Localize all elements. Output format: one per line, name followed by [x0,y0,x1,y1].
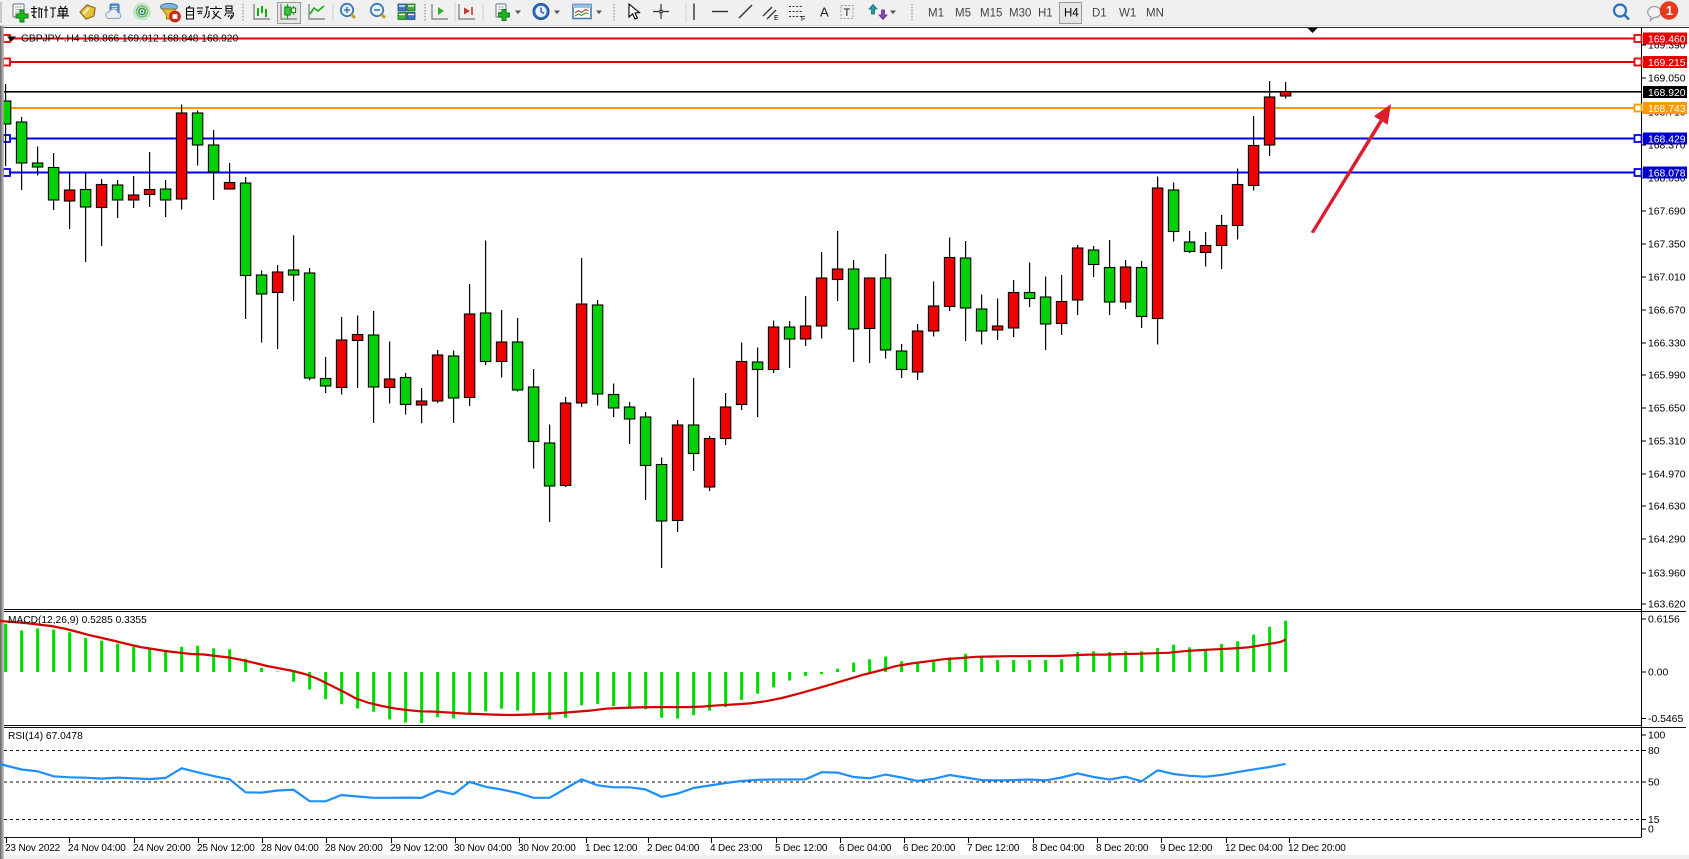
svg-text:6 Dec 20:00: 6 Dec 20:00 [903,843,956,854]
svg-text:164.630: 164.630 [1648,502,1686,513]
svg-text:12 Dec 04:00: 12 Dec 04:00 [1225,843,1283,854]
svg-text:8 Dec 04:00: 8 Dec 04:00 [1032,843,1085,854]
svg-text:MN: MN [1146,8,1164,20]
svg-text:4 Dec 23:00: 4 Dec 23:00 [710,843,763,854]
svg-text:7 Dec 12:00: 7 Dec 12:00 [967,843,1020,854]
svg-text:30 Nov 20:00: 30 Nov 20:00 [518,843,576,854]
svg-text:165.310: 165.310 [1648,437,1686,448]
svg-text:168.078: 168.078 [1648,168,1686,179]
svg-text:167.690: 167.690 [1648,207,1686,218]
svg-text:0.00: 0.00 [1648,668,1668,679]
svg-text:168.429: 168.429 [1648,134,1686,145]
svg-text:167.010: 167.010 [1648,273,1686,284]
svg-text:F: F [801,16,805,23]
svg-text:M5: M5 [955,8,971,20]
svg-text:MACD(12,26,9) 0.5285 0.3355: MACD(12,26,9) 0.5285 0.3355 [8,615,147,626]
svg-text:164.970: 164.970 [1648,470,1686,481]
svg-text:165.990: 165.990 [1648,371,1686,382]
svg-text:H4: H4 [1064,8,1079,20]
svg-text:80: 80 [1648,746,1660,757]
svg-text:E: E [774,15,779,22]
svg-text:169.215: 169.215 [1648,58,1686,69]
svg-text:100: 100 [1648,731,1666,742]
svg-text:M1: M1 [928,8,944,20]
svg-text:30 Nov 04:00: 30 Nov 04:00 [454,843,512,854]
svg-text:165.650: 165.650 [1648,404,1686,415]
svg-text:2 Dec 04:00: 2 Dec 04:00 [647,843,700,854]
svg-text:168.743: 168.743 [1648,104,1686,115]
svg-text:169.050: 169.050 [1648,74,1686,85]
svg-text:5 Dec 12:00: 5 Dec 12:00 [775,843,828,854]
svg-text:A: A [820,5,829,20]
svg-text:H1: H1 [1038,8,1053,20]
svg-text:M15: M15 [980,8,1002,20]
svg-text:0: 0 [1648,825,1654,836]
svg-text:28 Nov 04:00: 28 Nov 04:00 [261,843,319,854]
svg-text:GBPJPY-.H4 168.866 169.012 16: GBPJPY-.H4 168.866 169.012 168.848 168.9… [21,34,238,45]
svg-text:8 Dec 20:00: 8 Dec 20:00 [1096,843,1149,854]
svg-text:29 Nov 12:00: 29 Nov 12:00 [390,843,448,854]
svg-text:T: T [844,7,851,19]
svg-text:28 Nov 20:00: 28 Nov 20:00 [325,843,383,854]
svg-text:168.920: 168.920 [1648,88,1686,99]
svg-text:25 Nov 12:00: 25 Nov 12:00 [197,843,255,854]
svg-text:M30: M30 [1009,8,1031,20]
svg-text:9 Dec 12:00: 9 Dec 12:00 [1160,843,1213,854]
svg-text:167.350: 167.350 [1648,240,1686,251]
svg-text:23 Nov 2022: 23 Nov 2022 [5,843,61,854]
svg-text:0.6156: 0.6156 [1648,615,1680,626]
svg-text:15: 15 [1648,815,1660,826]
svg-text:168.370: 168.370 [1648,141,1686,152]
svg-text:6 Dec 04:00: 6 Dec 04:00 [839,843,892,854]
svg-text:1: 1 [1666,4,1673,18]
svg-text:166.670: 166.670 [1648,306,1686,317]
svg-text:168.030: 168.030 [1648,174,1686,185]
svg-text:D1: D1 [1092,8,1107,20]
svg-text:164.290: 164.290 [1648,535,1686,546]
svg-text:1 Dec 12:00: 1 Dec 12:00 [585,843,638,854]
svg-text:50: 50 [1648,778,1660,789]
svg-text:169.390: 169.390 [1648,41,1686,52]
svg-text:RSI(14) 67.0478: RSI(14) 67.0478 [8,731,83,742]
svg-text:169.460: 169.460 [1648,34,1686,45]
svg-text:-0.5465: -0.5465 [1648,714,1683,725]
svg-text:24 Nov 20:00: 24 Nov 20:00 [133,843,191,854]
svg-text:163.960: 163.960 [1648,569,1686,580]
svg-text:12 Dec 20:00: 12 Dec 20:00 [1288,843,1346,854]
svg-text:W1: W1 [1119,8,1136,20]
svg-text:166.330: 166.330 [1648,339,1686,350]
svg-text:24 Nov 04:00: 24 Nov 04:00 [68,843,126,854]
svg-text:163.620: 163.620 [1648,600,1686,611]
